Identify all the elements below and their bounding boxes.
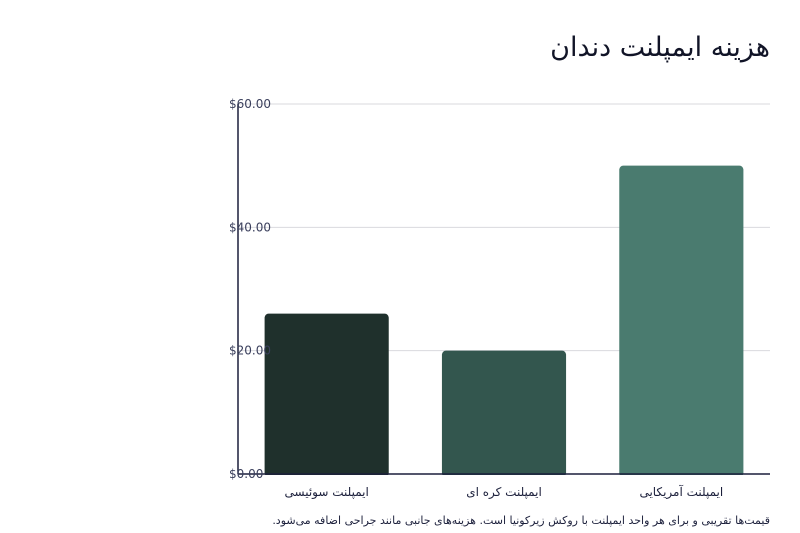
- y-tick-labels: $0.00 $20.00 $40.00 $60.00: [229, 97, 271, 481]
- chart-footnote: قیمت‌ها تقریبی و برای هر واحد ایمپلنت با…: [272, 514, 770, 527]
- y-tick-label: $20.00: [229, 344, 271, 358]
- y-tick-label: $60.00: [229, 97, 271, 111]
- axis-mask: [239, 475, 771, 479]
- bars: [239, 165, 771, 479]
- axes: [237, 104, 770, 475]
- y-tick-label: $40.00: [229, 220, 271, 234]
- bar: [619, 165, 744, 477]
- x-tick-label: ایمپلنت کره ای: [466, 485, 542, 500]
- x-tick-labels: ایمپلنت سوئیسی ایمپلنت کره ای ایمپلنت آمری…: [284, 484, 723, 500]
- bar: [441, 350, 567, 477]
- y-tick-label: $0.00: [229, 467, 263, 481]
- chart-title: هزینه ایمپلنت دندان: [550, 32, 770, 63]
- x-tick-label: ایمپلنت آمریکایی: [639, 484, 723, 500]
- bar: [264, 313, 389, 477]
- x-tick-label: ایمپلنت سوئیسی: [284, 485, 368, 500]
